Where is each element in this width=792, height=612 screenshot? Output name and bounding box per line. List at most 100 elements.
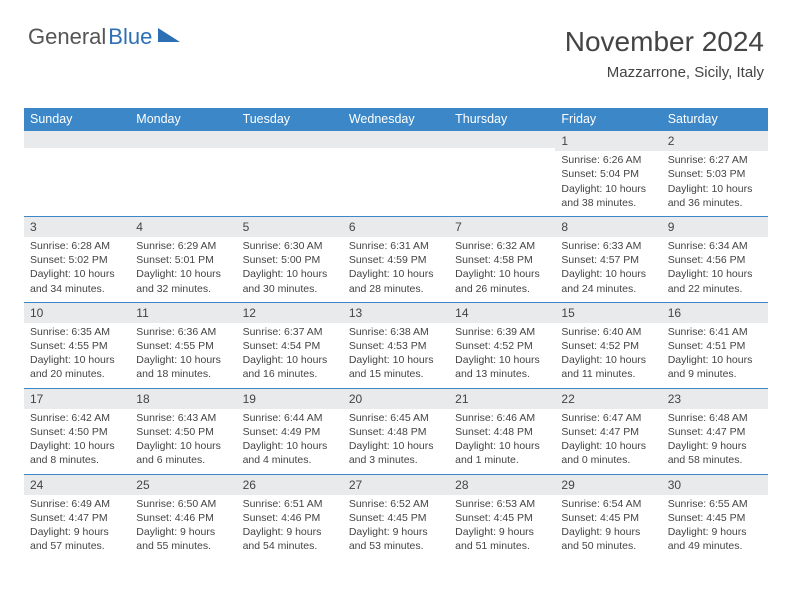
calendar-cell: 22Sunrise: 6:47 AMSunset: 4:47 PMDayligh… (555, 389, 661, 474)
day-number-row (237, 131, 343, 148)
day-header-sat: Saturday (662, 108, 768, 130)
daylight-text: and 4 minutes. (243, 453, 337, 467)
sunrise-text: Sunrise: 6:47 AM (561, 411, 655, 425)
day-number-row: 13 (343, 303, 449, 323)
day-details: Sunrise: 6:53 AMSunset: 4:45 PMDaylight:… (449, 497, 555, 554)
day-number-row: 9 (662, 217, 768, 237)
daylight-text: Daylight: 9 hours (561, 525, 655, 539)
sunrise-text: Sunrise: 6:28 AM (30, 239, 124, 253)
day-details: Sunrise: 6:38 AMSunset: 4:53 PMDaylight:… (343, 325, 449, 382)
day-number: 21 (455, 392, 468, 406)
sunrise-text: Sunrise: 6:50 AM (136, 497, 230, 511)
daylight-text: and 26 minutes. (455, 282, 549, 296)
sunset-text: Sunset: 4:50 PM (30, 425, 124, 439)
day-details: Sunrise: 6:54 AMSunset: 4:45 PMDaylight:… (555, 497, 661, 554)
day-number-row: 28 (449, 475, 555, 495)
calendar-cell: 10Sunrise: 6:35 AMSunset: 4:55 PMDayligh… (24, 303, 130, 388)
day-number: 14 (455, 306, 468, 320)
calendar-cell: 29 Sunrise: 6:54 AMSunset: 4:45 PMDayligh… (555, 475, 661, 560)
daylight-text: Daylight: 10 hours (243, 439, 337, 453)
day-details: Sunrise: 6:33 AMSunset: 4:57 PMDaylight:… (555, 239, 661, 296)
sunset-text: Sunset: 5:02 PM (30, 253, 124, 267)
calendar-cell: 24Sunrise: 6:49 AMSunset: 4:47 PMDayligh… (24, 475, 130, 560)
daylight-text: and 53 minutes. (349, 539, 443, 553)
day-details: Sunrise: 6:46 AMSunset: 4:48 PMDaylight:… (449, 411, 555, 468)
daylight-text: Daylight: 10 hours (243, 353, 337, 367)
day-number-row: 23 (662, 389, 768, 409)
daylight-text: and 50 minutes. (561, 539, 655, 553)
daylight-text: and 58 minutes. (668, 453, 762, 467)
day-number-row (343, 131, 449, 148)
sunrise-text: Sunrise: 6:46 AM (455, 411, 549, 425)
day-number-row: 29 (555, 475, 661, 495)
daylight-text: and 28 minutes. (349, 282, 443, 296)
day-number-row: 8 (555, 217, 661, 237)
day-number: 23 (668, 392, 681, 406)
daylight-text: and 3 minutes. (349, 453, 443, 467)
day-number-row: 6 (343, 217, 449, 237)
calendar-week: 10Sunrise: 6:35 AMSunset: 4:55 PMDayligh… (24, 302, 768, 388)
day-number-row: 1 (555, 131, 661, 151)
day-header-row: Sunday Monday Tuesday Wednesday Thursday… (24, 108, 768, 130)
day-details: Sunrise: 6:44 AMSunset: 4:49 PMDaylight:… (237, 411, 343, 468)
sunrise-text: Sunrise: 6:30 AM (243, 239, 337, 253)
calendar-week: 3 Sunrise: 6:28 AMSunset: 5:02 PM Daylight… (24, 216, 768, 302)
day-header-wed: Wednesday (343, 108, 449, 130)
day-number-row: 30 (662, 475, 768, 495)
daylight-text: and 24 minutes. (561, 282, 655, 296)
day-details: Sunrise: 6:42 AMSunset: 4:50 PMDaylight:… (24, 411, 130, 468)
day-details: Sunrise: 6:26 AMSunset: 5:04 PMDaylight:… (555, 153, 661, 210)
daylight-text: Daylight: 9 hours (668, 439, 762, 453)
day-details: Sunrise: 6:43 AMSunset: 4:50 PMDaylight:… (130, 411, 236, 468)
logo-text-blue: Blue (108, 24, 152, 50)
sunset-text: Sunset: 4:45 PM (349, 511, 443, 525)
daylight-text: Daylight: 9 hours (349, 525, 443, 539)
sunrise-text: Sunrise: 6:41 AM (668, 325, 762, 339)
sunset-text: Sunset: 5:00 PM (243, 253, 337, 267)
sunset-text: Sunset: 4:56 PM (668, 253, 762, 267)
day-number-row: 3 (24, 217, 130, 237)
calendar-cell: 6Sunrise: 6:31 AMSunset: 4:59 PMDaylight… (343, 217, 449, 302)
day-details: Sunrise: 6:31 AMSunset: 4:59 PMDaylight:… (343, 239, 449, 296)
day-number-row: 18 (130, 389, 236, 409)
calendar-cell: 14Sunrise: 6:39 AMSunset: 4:52 PMDayligh… (449, 303, 555, 388)
calendar-cell: 1Sunrise: 6:26 AMSunset: 5:04 PMDaylight… (555, 131, 661, 216)
daylight-text: and 54 minutes. (243, 539, 337, 553)
day-details: Sunrise: 6:34 AMSunset: 4:56 PMDaylight:… (662, 239, 768, 296)
daylight-text: and 1 minute. (455, 453, 549, 467)
day-number: 29 (561, 478, 574, 492)
day-details: Sunrise: 6:36 AMSunset: 4:55 PMDaylight:… (130, 325, 236, 382)
sunrise-text: Sunrise: 6:29 AM (136, 239, 230, 253)
day-header-fri: Friday (555, 108, 661, 130)
daylight-text: Daylight: 9 hours (455, 525, 549, 539)
day-number: 28 (455, 478, 468, 492)
sunrise-text: Sunrise: 6:55 AM (668, 497, 762, 511)
daylight-text: and 34 minutes. (30, 282, 124, 296)
day-number: 27 (349, 478, 362, 492)
day-number: 5 (243, 220, 250, 234)
day-details: Sunrise: 6:50 AMSunset: 4:46 PMDaylight:… (130, 497, 236, 554)
daylight-text: Daylight: 10 hours (561, 267, 655, 281)
sunrise-text: Sunrise: 6:31 AM (349, 239, 443, 253)
daylight-text: and 30 minutes. (243, 282, 337, 296)
sunset-text: Sunset: 4:49 PM (243, 425, 337, 439)
sunrise-text: Sunrise: 6:43 AM (136, 411, 230, 425)
day-header-sun: Sunday (24, 108, 130, 130)
calendar-cell: 16Sunrise: 6:41 AMSunset: 4:51 PMDayligh… (662, 303, 768, 388)
sunrise-text: Sunrise: 6:34 AM (668, 239, 762, 253)
day-number: 7 (455, 220, 462, 234)
daylight-text: and 51 minutes. (455, 539, 549, 553)
day-details: Sunrise: 6:49 AMSunset: 4:47 PMDaylight:… (24, 497, 130, 554)
calendar-cell: 5Sunrise: 6:30 AMSunset: 5:00 PMDaylight… (237, 217, 343, 302)
daylight-text: Daylight: 10 hours (30, 353, 124, 367)
calendar-cell (237, 131, 343, 216)
sunset-text: Sunset: 4:47 PM (668, 425, 762, 439)
daylight-text: Daylight: 10 hours (30, 439, 124, 453)
day-number: 30 (668, 478, 681, 492)
daylight-text: Daylight: 10 hours (561, 182, 655, 196)
sunrise-text: Sunrise: 6:45 AM (349, 411, 443, 425)
sunrise-text: Sunrise: 6:39 AM (455, 325, 549, 339)
daylight-text: and 13 minutes. (455, 367, 549, 381)
day-number: 13 (349, 306, 362, 320)
day-number: 2 (668, 134, 675, 148)
